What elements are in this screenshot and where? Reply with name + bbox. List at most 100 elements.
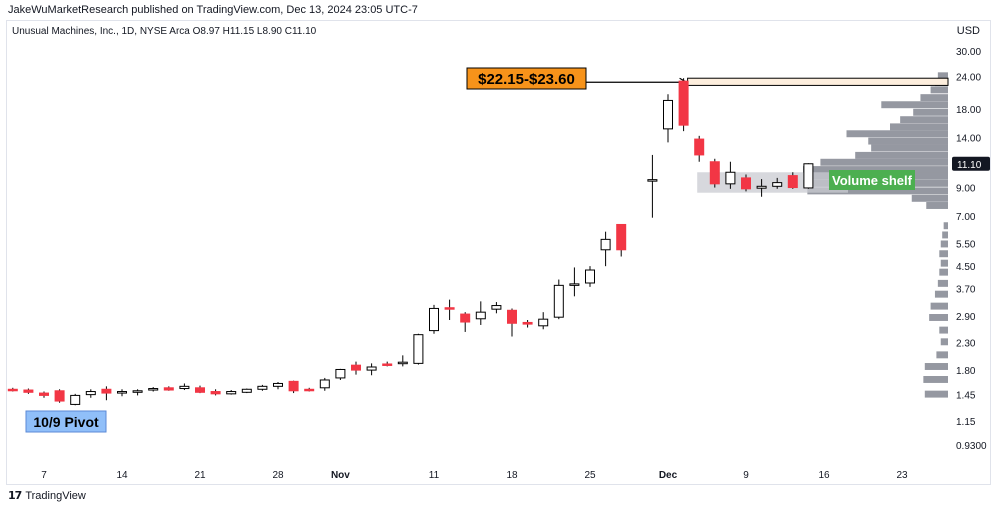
candle-body (241, 388, 252, 393)
candle-body (382, 363, 393, 366)
candle-body (117, 391, 127, 394)
candle-body (429, 307, 439, 332)
candle-body (163, 387, 174, 391)
candle-body (39, 392, 49, 396)
candle-body (273, 382, 283, 387)
volume-profile-bar (939, 268, 948, 276)
published-byline: JakeWuMarketResearch published on Tradin… (8, 4, 418, 16)
volume-profile-bar (881, 101, 948, 109)
candle-body (351, 364, 361, 371)
candle-body (538, 318, 549, 327)
volume-profile-bar (924, 363, 948, 370)
candle-body (709, 161, 720, 185)
volume-profile-bar (936, 351, 948, 359)
candle-body (678, 80, 689, 126)
y-tick-label: 14.00 (956, 133, 981, 144)
candle-body (195, 387, 205, 393)
candle-body (288, 380, 299, 392)
y-tick-label: 1.80 (956, 366, 976, 377)
x-tick-label: 28 (272, 470, 284, 481)
x-tick-label: 11 (429, 470, 440, 481)
candle-body (226, 391, 237, 395)
volume-profile-bar (940, 240, 948, 248)
candle-body (101, 388, 112, 394)
volume-profile-bar (846, 130, 948, 138)
volume-profile-bar (807, 187, 948, 195)
candle-body (569, 283, 580, 286)
volume-profile-bar (803, 166, 948, 174)
volume-profile-bar (940, 259, 948, 267)
candle-body (460, 313, 471, 323)
volume-profile-bar (934, 290, 948, 298)
volume-shelf-label-box (829, 170, 915, 190)
symbol-ohlc-legend[interactable]: Unusual Machines, Inc., 1D, NYSE Arca O8… (12, 26, 317, 37)
volume-profile-bar (939, 326, 948, 334)
y-tick-label: 24.00 (956, 72, 981, 83)
y-tick-label: 1.15 (956, 417, 976, 428)
volume-profile-bar (939, 250, 948, 258)
x-tick-label: 14 (116, 470, 128, 481)
candle-body (616, 223, 627, 251)
volume-profile-bar (942, 231, 948, 239)
y-tick-label: 9.00 (956, 184, 976, 195)
candle-body (210, 391, 221, 395)
candle-body (132, 390, 143, 393)
candle-body (257, 385, 268, 390)
candle-body (803, 163, 814, 189)
pivot-label-text: 10/9 Pivot (33, 414, 99, 430)
candle-body (694, 138, 705, 156)
x-tick-label: Dec (659, 470, 678, 481)
volume-shelf-label-text: Volume shelf (832, 173, 913, 188)
tradingview-footer[interactable]: 17 TradingView (8, 489, 86, 502)
last-price-marker (952, 156, 990, 171)
x-tick-label: 23 (896, 470, 908, 481)
volume-profile-bar (868, 137, 948, 145)
range-label-text: $22.15-$23.60 (478, 71, 575, 88)
candle-body (413, 334, 424, 364)
volume-profile-bar (900, 116, 948, 124)
y-tick-label: 5.50 (956, 239, 976, 250)
volume-profile-bar (855, 151, 948, 159)
volume-profile-bar (937, 72, 948, 80)
candle-body (663, 99, 673, 130)
volume-profile-bar (929, 314, 948, 321)
candle-body (179, 385, 190, 390)
currency-label[interactable]: USD (956, 25, 980, 37)
volume-profile-bar (911, 194, 948, 202)
x-tick-label: 21 (194, 470, 206, 481)
volume-profile-bar (943, 222, 948, 230)
volume-profile-bar (820, 158, 948, 166)
candle-body (507, 309, 517, 324)
x-tick-label: 7 (41, 470, 47, 481)
tradingview-brand: TradingView (25, 489, 86, 502)
candle-body (7, 388, 18, 392)
candle-body (787, 175, 798, 189)
y-tick-label: 2.90 (956, 312, 976, 323)
volume-profile-bar (923, 375, 948, 383)
y-tick-label: 0.9300 (956, 441, 987, 452)
candle-body (522, 321, 533, 325)
candle-body (741, 177, 751, 190)
volume-profile-bar (871, 144, 948, 152)
candle-body (148, 388, 159, 391)
candle-body (647, 179, 658, 182)
volume-profile-bar (930, 302, 948, 310)
y-tick-label: 2.30 (956, 338, 976, 349)
pivot-label-box (25, 410, 107, 433)
volume-profile-bar (913, 108, 948, 116)
candle-body (366, 366, 377, 371)
last-price-label: 11.10 (957, 160, 982, 171)
candle-body (54, 390, 65, 402)
candle-body (600, 238, 611, 251)
volume-profile-bar (920, 94, 948, 102)
volume-profile-bar (890, 123, 948, 131)
candle-body (319, 379, 330, 389)
candle-body (725, 171, 736, 185)
y-tick-label: 4.50 (956, 262, 976, 273)
x-tick-label: 16 (818, 470, 830, 481)
y-tick-label: 18.00 (956, 105, 981, 116)
candle-body (397, 361, 408, 365)
y-tick-label: 30.00 (956, 47, 981, 58)
candle-body (444, 307, 455, 310)
